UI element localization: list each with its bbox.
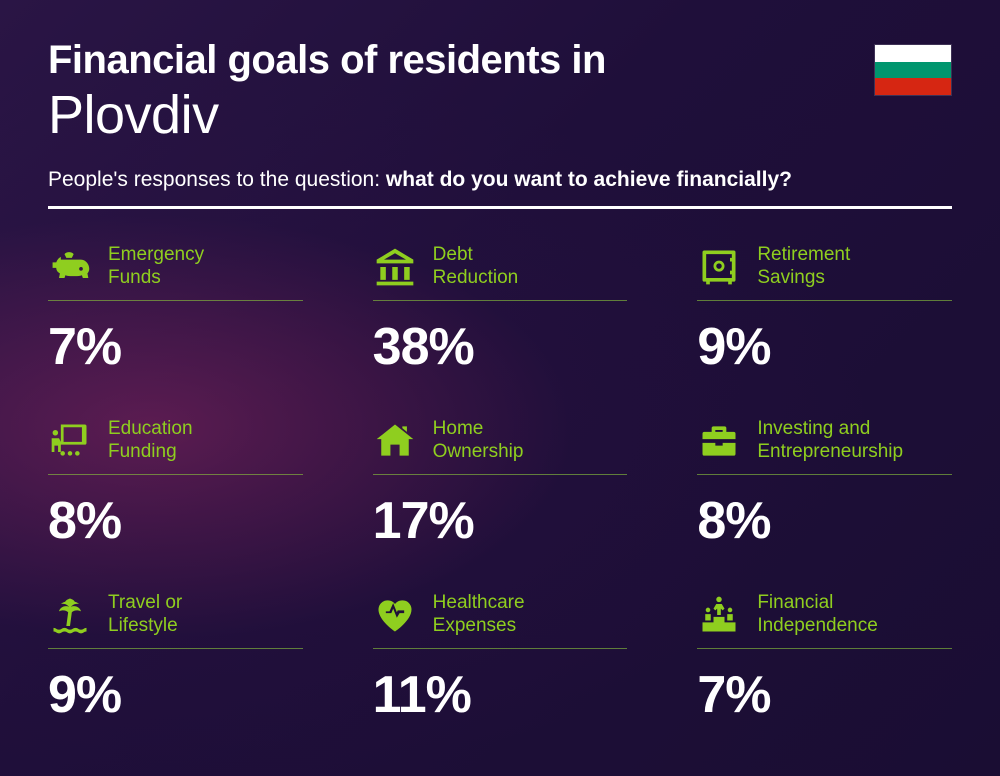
item-value: 17% <box>373 491 628 551</box>
label-line1: Debt <box>433 244 473 265</box>
label-line1: Travel or <box>108 592 182 613</box>
item-head: Home Ownership <box>373 417 628 475</box>
subtitle-prefix: People's responses to the question: <box>48 168 386 191</box>
item-label: Financial Independence <box>757 592 877 638</box>
item-head: Education Funding <box>48 417 303 475</box>
item-value: 11% <box>373 665 628 725</box>
label-line1: Retirement <box>757 244 850 265</box>
label-line2: Funds <box>108 267 161 288</box>
item-head: Financial Independence <box>697 591 952 649</box>
item-head: Emergency Funds <box>48 243 303 301</box>
item-head: Retirement Savings <box>697 243 952 301</box>
item-retirement-savings: Retirement Savings 9% <box>697 243 952 377</box>
item-head: Healthcare Expenses <box>373 591 628 649</box>
items-grid: Emergency Funds 7% Debt Reduction 38% <box>48 243 952 725</box>
item-debt-reduction: Debt Reduction 38% <box>373 243 628 377</box>
item-travel-lifestyle: Travel or Lifestyle 9% <box>48 591 303 725</box>
infographic-root: Financial goals of residents in Plovdiv … <box>0 0 1000 755</box>
subtitle-bold: what do you want to achieve financially? <box>386 168 792 191</box>
label-line2: Reduction <box>433 267 519 288</box>
label-line2: Savings <box>757 267 825 288</box>
label-line1: Home <box>433 418 484 439</box>
subtitle: People's responses to the question: what… <box>48 168 952 192</box>
flag-stripe-white <box>875 45 951 62</box>
item-financial-independence: Financial Independence 7% <box>697 591 952 725</box>
flag-stripe-red <box>875 78 951 95</box>
item-education-funding: Education Funding 8% <box>48 417 303 551</box>
label-line1: Emergency <box>108 244 204 265</box>
item-healthcare-expenses: Healthcare Expenses 11% <box>373 591 628 725</box>
item-value: 7% <box>697 665 952 725</box>
item-label: Emergency Funds <box>108 244 204 290</box>
item-head: Debt Reduction <box>373 243 628 301</box>
item-label: Education Funding <box>108 418 193 464</box>
item-value: 8% <box>48 491 303 551</box>
item-value: 9% <box>48 665 303 725</box>
item-label: Home Ownership <box>433 418 524 464</box>
flag-bulgaria <box>874 44 952 96</box>
item-head: Investing and Entrepreneurship <box>697 417 952 475</box>
item-value: 9% <box>697 317 952 377</box>
label-line2: Ownership <box>433 441 524 462</box>
label-line1: Education <box>108 418 193 439</box>
item-label: Debt Reduction <box>433 244 519 290</box>
label-line1: Investing and <box>757 418 870 439</box>
bank-icon <box>373 245 417 289</box>
flag-stripe-green <box>875 62 951 79</box>
palm-icon <box>48 593 92 637</box>
piggy-bank-icon <box>48 245 92 289</box>
header: Financial goals of residents in Plovdiv … <box>48 38 952 209</box>
item-label: Retirement Savings <box>757 244 850 290</box>
item-label: Investing and Entrepreneurship <box>757 418 903 464</box>
item-label: Healthcare Expenses <box>433 592 525 638</box>
label-line2: Funding <box>108 441 177 462</box>
item-home-ownership: Home Ownership 17% <box>373 417 628 551</box>
item-value: 38% <box>373 317 628 377</box>
divider <box>48 206 952 209</box>
title-line1: Financial goals of residents in <box>48 38 952 82</box>
item-investing-entrepreneurship: Investing and Entrepreneurship 8% <box>697 417 952 551</box>
label-line2: Lifestyle <box>108 615 178 636</box>
item-emergency-funds: Emergency Funds 7% <box>48 243 303 377</box>
item-head: Travel or Lifestyle <box>48 591 303 649</box>
title-line2: Plovdiv <box>48 84 952 146</box>
item-value: 8% <box>697 491 952 551</box>
heart-pulse-icon <box>373 593 417 637</box>
label-line2: Expenses <box>433 615 516 636</box>
item-value: 7% <box>48 317 303 377</box>
item-label: Travel or Lifestyle <box>108 592 182 638</box>
house-icon <box>373 419 417 463</box>
label-line2: Independence <box>757 615 877 636</box>
podium-icon <box>697 593 741 637</box>
presentation-icon <box>48 419 92 463</box>
label-line2: Entrepreneurship <box>757 441 903 462</box>
label-line1: Financial <box>757 592 833 613</box>
label-line1: Healthcare <box>433 592 525 613</box>
safe-icon <box>697 245 741 289</box>
briefcase-icon <box>697 419 741 463</box>
